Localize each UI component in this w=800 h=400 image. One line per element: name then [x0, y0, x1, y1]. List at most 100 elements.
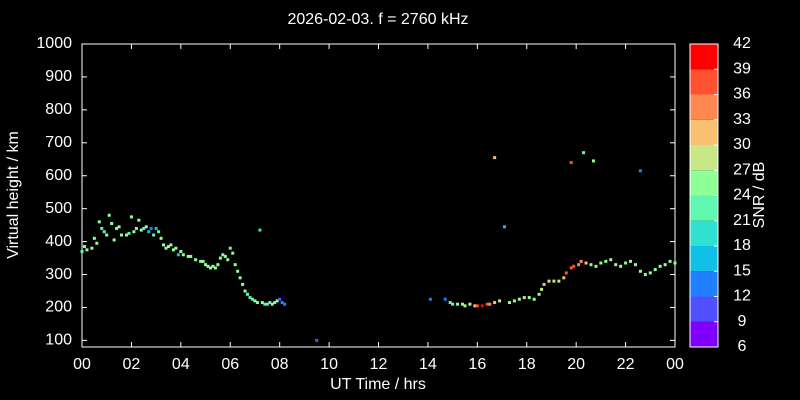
data-point — [609, 258, 613, 262]
data-point — [537, 292, 541, 296]
data-point — [236, 269, 240, 273]
data-point — [176, 253, 180, 257]
data-point — [443, 297, 447, 301]
data-point — [547, 279, 551, 283]
data-point — [201, 259, 205, 263]
data-point — [162, 243, 166, 247]
data-point — [221, 253, 225, 257]
colorbar-tick-label: 9 — [738, 313, 747, 330]
y-tick-label: 200 — [45, 299, 72, 316]
data-point — [512, 299, 516, 303]
colorbar-bin — [690, 69, 718, 95]
colorbar-bin — [690, 220, 718, 246]
data-point — [577, 263, 581, 267]
data-point — [132, 230, 136, 234]
x-tick-label: 20 — [567, 356, 585, 373]
colorbar-bin — [690, 271, 718, 297]
data-point — [208, 266, 212, 270]
data-point — [591, 159, 595, 163]
x-tick-label: 12 — [370, 356, 388, 373]
colorbar-tick-label: 39 — [733, 60, 751, 77]
y-tick-label: 300 — [45, 266, 72, 283]
data-point — [461, 302, 465, 306]
x-tick-label: 14 — [419, 356, 437, 373]
data-point — [480, 304, 484, 308]
data-point — [569, 161, 573, 165]
x-tick-label: 00 — [666, 356, 684, 373]
data-point — [112, 238, 116, 242]
colorbar-bin — [690, 195, 718, 221]
data-point — [599, 261, 603, 265]
data-point — [270, 302, 274, 306]
data-point — [451, 302, 455, 306]
data-point — [129, 215, 133, 219]
data-point — [120, 233, 124, 237]
data-point — [110, 221, 114, 225]
data-point — [604, 259, 608, 263]
x-tick-label: 10 — [320, 356, 338, 373]
data-point — [663, 263, 667, 267]
colorbar-bin — [690, 94, 718, 120]
data-point — [638, 169, 642, 173]
data-point — [275, 299, 279, 303]
data-point — [493, 301, 497, 305]
data-point — [579, 259, 583, 263]
data-point — [648, 271, 652, 275]
data-point — [572, 264, 576, 268]
data-point — [552, 279, 556, 283]
data-point — [164, 246, 168, 250]
colorbar-tick-label: 21 — [733, 212, 751, 229]
data-point — [199, 259, 203, 263]
x-tick-label: 04 — [172, 356, 190, 373]
data-point — [448, 301, 452, 305]
data-point — [653, 268, 657, 272]
data-point — [273, 301, 277, 305]
data-point — [105, 233, 109, 237]
data-point — [218, 256, 222, 260]
data-point — [142, 226, 146, 230]
data-point — [540, 287, 544, 291]
data-point — [668, 259, 672, 263]
data-point — [174, 246, 178, 250]
data-point — [658, 264, 662, 268]
data-point — [181, 253, 185, 257]
data-point — [260, 301, 264, 305]
data-point — [564, 271, 568, 275]
data-point — [228, 246, 232, 250]
y-tick-label: 600 — [45, 167, 72, 184]
data-point — [139, 228, 143, 232]
data-point — [216, 263, 220, 267]
data-point — [468, 302, 472, 306]
colorbar-bin — [690, 119, 718, 145]
data-point — [283, 302, 287, 306]
data-point — [248, 296, 252, 300]
x-tick-label: 16 — [468, 356, 486, 373]
data-point — [90, 246, 94, 250]
data-point — [629, 259, 633, 263]
data-point — [488, 302, 492, 306]
data-point — [233, 263, 237, 267]
colorbar-tick-label: 30 — [733, 136, 751, 153]
data-point — [673, 261, 677, 265]
data-point — [268, 301, 272, 305]
data-point — [137, 218, 141, 222]
data-point — [278, 297, 282, 301]
data-point — [503, 225, 507, 229]
data-point — [80, 249, 84, 253]
y-tick-label: 100 — [45, 332, 72, 349]
colorbar-tick-label: 27 — [733, 161, 751, 178]
x-tick-label: 22 — [617, 356, 635, 373]
data-point — [638, 269, 642, 273]
colorbar-bin — [690, 44, 718, 70]
data-point — [255, 301, 259, 305]
data-point — [206, 264, 210, 268]
colorbar-bin — [690, 170, 718, 196]
data-point — [179, 249, 183, 253]
data-point — [557, 279, 561, 283]
data-point — [619, 264, 623, 268]
colorbar-tick-label: 33 — [733, 111, 751, 128]
data-point — [532, 297, 536, 301]
data-point — [517, 297, 521, 301]
data-point — [204, 263, 208, 267]
